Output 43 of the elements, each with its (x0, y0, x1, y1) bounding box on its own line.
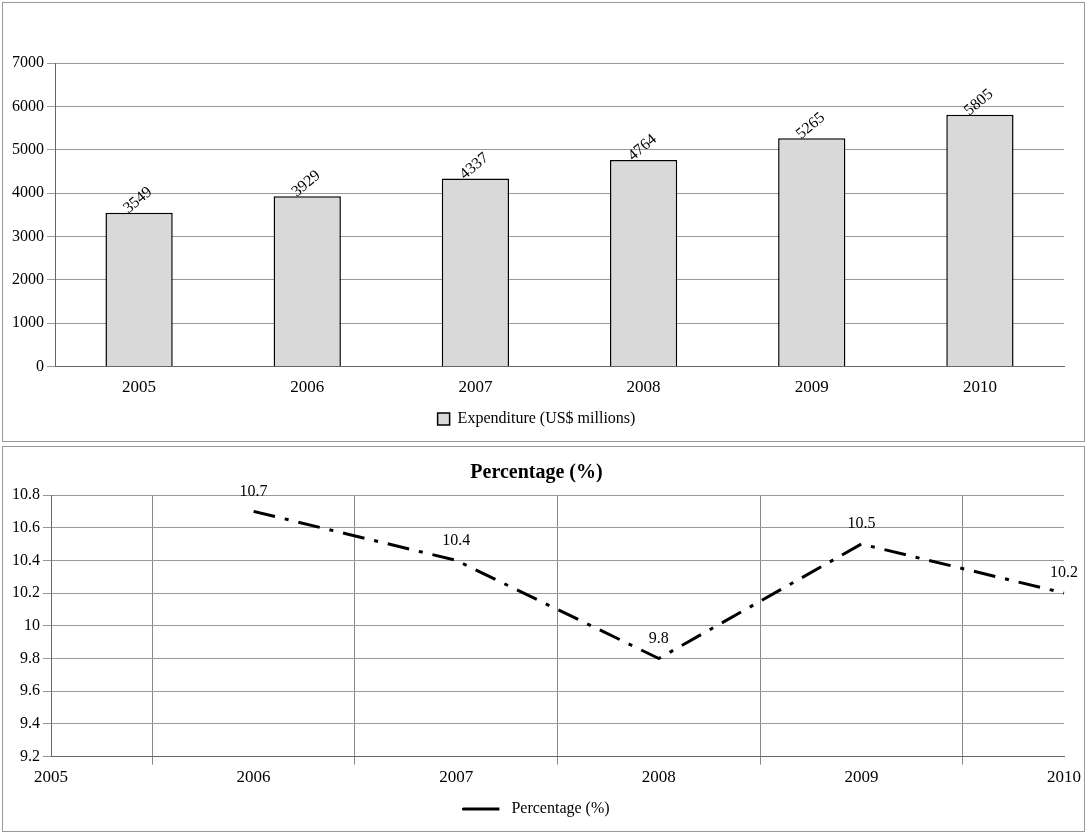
y-tick-label: 5000 (12, 139, 44, 157)
data-label: 4764 (623, 129, 660, 164)
data-label: 4337 (455, 148, 492, 182)
y-tick-label: 2000 (12, 270, 44, 288)
data-label: 5265 (792, 108, 828, 142)
y-tick-label: 9.8 (20, 648, 40, 666)
x-tick-label: 2009 (794, 377, 829, 397)
data-label: 10.7 (239, 481, 268, 499)
legend-label: Percentage (%) (511, 799, 610, 818)
x-tick-label: 2010 (1047, 767, 1081, 787)
y-tick-label: 10 (24, 616, 40, 633)
y-tick-label: 4000 (12, 183, 44, 201)
data-label: 9.8 (648, 628, 669, 646)
data-label: 3929 (287, 166, 324, 200)
y-tick-label: 9.4 (20, 714, 40, 732)
data-label: 10.5 (847, 514, 876, 532)
y-tick-label: 6000 (12, 96, 44, 114)
chart-title: Percentage (%) (470, 460, 603, 484)
data-label: 10.4 (442, 530, 471, 548)
y-tick-label: 7000 (12, 53, 44, 71)
y-tick-label: 10.8 (12, 485, 40, 503)
y-tick-label: 1000 (12, 313, 44, 331)
data-label: 5805 (960, 84, 996, 119)
data-label: 10.2 (1050, 563, 1078, 581)
y-tick-label: 9.2 (20, 746, 40, 764)
x-tick-label: 2010 (962, 377, 997, 397)
y-tick-label: 10.6 (12, 517, 40, 535)
x-tick-label: 2008 (641, 767, 676, 787)
y-tick-label: 0 (36, 356, 44, 374)
y-tick-label: 10.2 (12, 583, 40, 601)
x-tick-label: 2009 (844, 767, 879, 787)
x-tick-label: 2008 (626, 377, 661, 397)
legend-label: Expenditure (US$ millions) (457, 409, 636, 428)
x-tick-label: 2005 (34, 767, 68, 787)
y-tick-label: 9.6 (20, 681, 40, 699)
x-tick-label: 2007 (439, 767, 474, 787)
x-tick-label: 2005 (122, 377, 157, 397)
x-tick-label: 2007 (458, 377, 493, 397)
y-tick-label: 3000 (12, 226, 44, 244)
data-label: 3549 (119, 182, 155, 217)
y-tick-label: 10.4 (12, 550, 40, 568)
x-tick-label: 2006 (236, 767, 271, 787)
x-tick-label: 2006 (290, 377, 325, 397)
